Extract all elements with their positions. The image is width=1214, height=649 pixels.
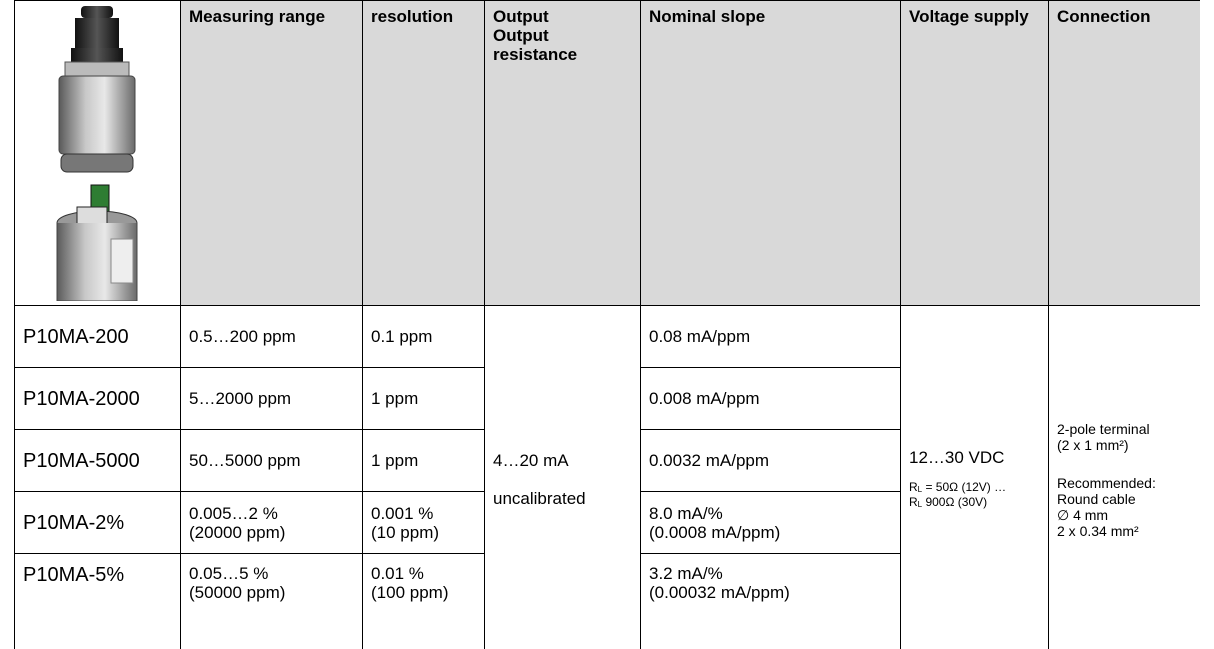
table-cell: 1 ppm [362, 429, 485, 492]
table-container: Measuring range resolution Output Output re… [14, 0, 1200, 649]
cell-line: 8.0 mA/% [649, 503, 723, 523]
table-cell: 1 ppm [362, 367, 485, 430]
cell-line: Round cable [1057, 490, 1136, 507]
header-cell: Connection [1048, 0, 1200, 306]
cell-text: P10MA-5000 [23, 449, 140, 472]
table-cell: 0.5…200 ppm [180, 305, 363, 368]
table-cell: P10MA-2000 [14, 367, 181, 430]
note-symbol: R [909, 495, 918, 509]
table-cell: 0.001 % (10 ppm) [362, 491, 485, 554]
cell-line: Output [493, 7, 549, 26]
cell-line: 0.01 % [371, 564, 424, 583]
table-row: P10MA-5000 50…5000 ppm 1 ppm 0.0032 mA/ppm [14, 429, 1201, 492]
cell-line: 0.001 % [371, 503, 434, 523]
header-row: Measuring range resolution Output Output re… [14, 0, 1200, 306]
cell-text: P10MA-2% [23, 511, 125, 534]
spacer [493, 470, 632, 489]
output-cell: 4…20 mA uncalibrated [484, 305, 641, 649]
cell-text: resolution [371, 7, 454, 26]
cell-line: (20000 ppm) [189, 522, 286, 542]
spacer [909, 467, 1040, 481]
table-cell: 50…5000 ppm [180, 429, 363, 492]
cell-text: Nominal slope [649, 7, 766, 26]
note-subscript: L [917, 500, 923, 509]
cell-line: Output resistance [493, 26, 578, 64]
table-row: P10MA-5% 0.05…5 % (50000 ppm) 0.01 % (100 pp… [14, 553, 1201, 649]
cell-line: 2 x 0.34 mm² [1057, 522, 1139, 539]
table-row: P10MA-2% 0.005…2 % (20000 ppm) 0.001 % (10 p… [14, 491, 1201, 554]
table-header: Measuring range resolution Output Output re… [14, 0, 1200, 306]
header-cell: resolution [362, 0, 485, 306]
note-text: 900Ω (30V) [922, 495, 988, 509]
header-cell: Nominal slope [640, 0, 901, 306]
table-cell: 0.008 mA/ppm [640, 367, 901, 430]
cell-line: uncalibrated [493, 489, 586, 508]
table-cell: 5…2000 ppm [180, 367, 363, 430]
cell-line: (10 ppm) [371, 522, 440, 542]
voltage-cell: 12…30 VDC RL = 50Ω (12V) … RL 900Ω (30V) [900, 305, 1049, 649]
cell-text: 0.08 mA/ppm [649, 327, 751, 346]
cell-line: (0.00032 mA/ppm) [649, 583, 790, 602]
spacer [1057, 453, 1192, 475]
cell-line: 0.005…2 % [189, 503, 278, 523]
table-row: P10MA-2000 5…2000 ppm 1 ppm 0.008 mA/ppm [14, 367, 1201, 430]
cell-line: ∅ 4 mm [1057, 506, 1109, 523]
sensor-image [56, 6, 138, 302]
table-cell: 0.08 mA/ppm [640, 305, 901, 368]
cell-text: 1 ppm [371, 389, 419, 408]
note-line: RL = 50Ω (12V) … [909, 481, 1040, 496]
note-text: = 50Ω (12V) … [922, 480, 1007, 494]
cell-line: 12…30 VDC [909, 448, 1005, 467]
cell-text: P10MA-2000 [23, 387, 140, 410]
cell-text: P10MA-5% [23, 564, 125, 586]
table-cell: P10MA-5000 [14, 429, 181, 492]
table-cell: 0.01 % (100 ppm) [362, 553, 485, 649]
table-cell: 0.0032 mA/ppm [640, 429, 901, 492]
table-cell: 0.05…5 % (50000 ppm) [180, 553, 363, 649]
image-cell [14, 0, 181, 306]
table-cell: 0.1 ppm [362, 305, 485, 368]
cell-line: (2 x 1 mm²) [1057, 436, 1129, 453]
cell-line: 2-pole terminal [1057, 420, 1150, 437]
note-symbol: R [909, 480, 918, 494]
cell-text: 0.008 mA/ppm [649, 389, 760, 408]
cell-text: 50…5000 ppm [189, 451, 301, 470]
cell-line: (100 ppm) [371, 583, 449, 602]
cell-text: 0.0032 mA/ppm [649, 451, 770, 470]
connection-cell: 2-pole terminal (2 x 1 mm²) Recommended: Ro… [1048, 305, 1200, 649]
table-cell: P10MA-5% [14, 553, 181, 649]
cell-text: 0.1 ppm [371, 327, 433, 346]
cell-text: 1 ppm [371, 451, 419, 470]
cell-line: 3.2 mA/% [649, 564, 723, 583]
cell-text: Voltage supply [909, 7, 1029, 26]
cell-text: 5…2000 ppm [189, 389, 292, 408]
header-cell: Measuring range [180, 0, 363, 306]
cell-text: Measuring range [189, 7, 326, 26]
table-cell: 3.2 mA/% (0.00032 mA/ppm) [640, 553, 901, 649]
cell-line: Recommended: [1057, 474, 1156, 491]
header-cell: Voltage supply [900, 0, 1049, 306]
note-line: RL 900Ω (30V) [909, 496, 1040, 511]
table-cell: 8.0 mA/% (0.0008 mA/ppm) [640, 491, 901, 554]
spec-table: Measuring range resolution Output Output re… [14, 0, 1200, 649]
note-subscript: L [917, 485, 923, 494]
header-cell: Output Output resistance [484, 0, 641, 306]
cell-line: (0.0008 mA/ppm) [649, 522, 781, 542]
table-row: P10MA-200 0.5…200 ppm 0.1 ppm 4…20 mA uncali… [14, 305, 1200, 649]
table-body: P10MA-200 0.5…200 ppm 0.1 ppm 4…20 mA uncali… [14, 305, 1201, 649]
table-cell: 0.005…2 % (20000 ppm) [180, 491, 363, 554]
table-cell: P10MA-2% [14, 491, 181, 554]
cell-line: 0.05…5 % [189, 564, 269, 583]
table-cell: P10MA-200 [14, 305, 181, 368]
cell-line: 4…20 mA [493, 451, 569, 470]
cell-text: Connection [1057, 7, 1151, 26]
cell-text: 0.5…200 ppm [189, 327, 296, 346]
cell-line: (50000 ppm) [189, 583, 286, 602]
cell-text: P10MA-200 [23, 325, 129, 348]
